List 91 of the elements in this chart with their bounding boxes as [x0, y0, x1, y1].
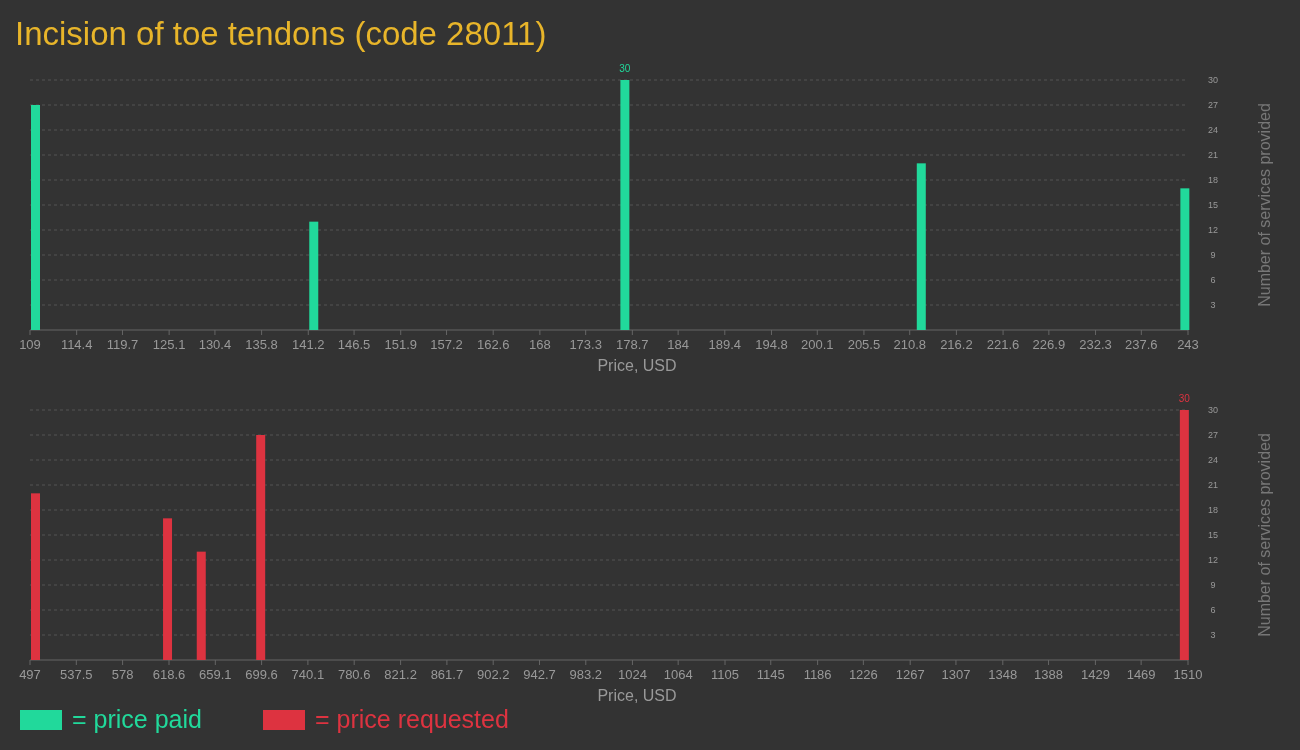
data-label: 30: [619, 63, 631, 74]
chart-title: Incision of toe tendons (code 28011): [15, 15, 547, 52]
x-tick-label: 780.6: [337, 667, 371, 682]
y-tick-label: 30: [1207, 75, 1219, 85]
y-tick-label: 18: [1207, 505, 1219, 515]
y-tick-label: 3: [1210, 300, 1216, 310]
x-tick-label: 146.5: [337, 337, 371, 352]
x-tick-label: 232.3: [1079, 337, 1112, 352]
x-tick-label: 119.7: [106, 337, 139, 352]
y-axis-title: Number of services provided: [1256, 103, 1273, 307]
legend-label: = price requested: [315, 705, 509, 733]
y-tick-label: 27: [1207, 430, 1219, 440]
y-tick-label: 12: [1207, 555, 1219, 565]
y-tick-label: 3: [1210, 630, 1216, 640]
x-tick-label: 221.6: [986, 337, 1020, 352]
x-tick-label: 157.2: [430, 337, 463, 352]
y-tick-label: 30: [1207, 405, 1219, 415]
y-axis-title: Number of services provided: [1256, 433, 1273, 637]
x-tick-label: 200.1: [800, 337, 834, 352]
y-tick-label: 6: [1210, 275, 1216, 285]
x-tick-label: 1429: [1080, 667, 1110, 682]
x-tick-label: 699.6: [245, 667, 278, 682]
y-tick-label: 12: [1207, 225, 1219, 235]
x-tick-label: 151.9: [384, 337, 418, 352]
y-tick-label: 24: [1207, 125, 1219, 135]
x-tick-label: 659.1: [199, 667, 232, 682]
bar: [163, 518, 173, 660]
y-tick-label: 27: [1207, 100, 1219, 110]
data-label: 30: [1178, 393, 1191, 404]
bar: [196, 551, 206, 660]
x-tick-label: 141.2: [291, 337, 325, 352]
x-tick-label: 216.2: [940, 337, 973, 352]
x-tick-label: 618.6: [152, 667, 186, 682]
x-tick-label: 1469: [1126, 667, 1156, 682]
x-tick-label: 1267: [895, 667, 925, 682]
x-tick-label: 1145: [756, 667, 785, 682]
y-tick-label: 6: [1210, 605, 1216, 615]
y-tick-label: 18: [1207, 175, 1219, 185]
y-tick-label: 21: [1207, 150, 1219, 160]
x-tick-label: 740.1: [291, 667, 325, 682]
x-tick-label: 184: [667, 337, 689, 352]
x-tick-label: 1186: [803, 667, 832, 682]
x-tick-label: 1388: [1034, 667, 1063, 682]
bar: [256, 435, 266, 660]
bar: [916, 163, 926, 330]
x-tick-label: 1105: [711, 667, 740, 682]
x-tick-label: 109: [19, 337, 41, 352]
bar: [1179, 410, 1189, 660]
y-tick-label: 9: [1210, 250, 1216, 260]
x-tick-label: 114.4: [60, 337, 93, 352]
x-tick-label: 168: [529, 337, 551, 352]
x-tick-label: 226.9: [1032, 337, 1066, 352]
x-tick-label: 205.5: [847, 337, 881, 352]
x-tick-label: 497: [19, 667, 41, 682]
x-tick-label: 1064: [663, 667, 693, 682]
x-tick-label: 194.8: [755, 337, 788, 352]
x-tick-label: 1024: [617, 667, 647, 682]
x-tick-label: 125.1: [152, 337, 186, 352]
y-tick-label: 24: [1207, 455, 1219, 465]
bar: [1180, 188, 1190, 330]
x-tick-label: 243: [1177, 337, 1199, 352]
x-tick-label: 189.4: [708, 337, 742, 352]
x-tick-label: 1348: [988, 667, 1018, 682]
legend-label: = price paid: [72, 705, 202, 733]
y-tick-label: 21: [1207, 480, 1219, 490]
x-tick-label: 537.5: [60, 667, 93, 682]
bar: [31, 493, 40, 660]
x-tick-label: 237.6: [1125, 337, 1158, 352]
x-tick-label: 902.2: [476, 667, 510, 682]
x-tick-label: 173.3: [569, 337, 602, 352]
x-tick-label: 821.2: [384, 667, 417, 682]
y-tick-label: 15: [1207, 200, 1219, 210]
x-tick-label: 210.8: [893, 337, 927, 352]
x-tick-label: 983.2: [569, 667, 603, 682]
x-tick-label: 178.7: [616, 337, 649, 352]
x-axis-title: Price, USD: [597, 357, 677, 374]
bar: [31, 105, 40, 330]
bar: [620, 80, 630, 330]
y-tick-label: 15: [1207, 530, 1219, 540]
x-axis-title: Price, USD: [597, 687, 677, 704]
x-tick-label: 1307: [941, 667, 971, 682]
x-tick-label: 1510: [1173, 667, 1203, 682]
y-tick-label: 9: [1210, 580, 1216, 590]
x-tick-label: 162.6: [476, 337, 510, 352]
x-tick-label: 1226: [848, 667, 878, 682]
x-tick-label: 135.8: [245, 337, 278, 352]
x-tick-label: 861.7: [430, 667, 464, 682]
x-tick-label: 942.7: [523, 667, 556, 682]
bar: [309, 221, 319, 330]
x-tick-label: 578: [111, 667, 134, 682]
x-tick-label: 130.4: [198, 337, 232, 352]
